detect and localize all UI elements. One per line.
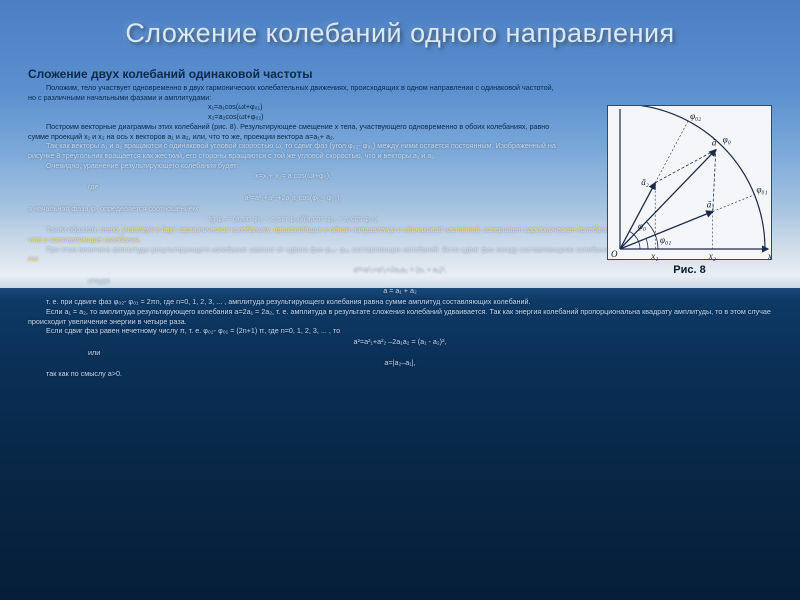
- svg-text:x₂: x₂: [708, 251, 716, 261]
- svg-text:x₁: x₁: [650, 251, 658, 261]
- svg-text:φ₀: φ₀: [638, 221, 646, 231]
- vector-diagram-svg: Oā₁ ā₂ ā φ₀₁ φ₀ φ₀₁ φ₀ φ₀₂ x₁ x₂ x: [608, 106, 773, 261]
- figure-8: Oā₁ ā₂ ā φ₀₁ φ₀ φ₀₁ φ₀ φ₀₂ x₁ x₂ x Рис. 8: [607, 105, 772, 276]
- svg-text:ā₁: ā₁: [707, 200, 715, 210]
- equation-diff: a=|a₂–a₁|,: [28, 358, 772, 368]
- paragraph-5: а начальная фаза φ₀ определяется соотнош…: [28, 204, 558, 214]
- paragraph-11: так как по смыслу a>0.: [28, 369, 772, 379]
- svg-text:ā: ā: [712, 138, 717, 148]
- page-title: Сложение колебаний одного направления: [28, 18, 772, 49]
- equation-x1: x₁=a₁cos(ωt+φ₀₁): [28, 102, 558, 112]
- equation-x2: x₂=a₂cos(ωt+φ₀₂): [28, 112, 558, 122]
- figure-caption: Рис. 8: [607, 264, 772, 276]
- label-from: откуда: [28, 276, 772, 286]
- section-subtitle: Сложение двух колебаний одинаковой часто…: [28, 67, 558, 81]
- equation-tg: tg φ₀ = (a₁sin φ₀₁ + a₂sin φ₀₂)/(a₁cos φ…: [28, 214, 558, 224]
- paragraph-8: т. е. при сдвиге фаз φ₀₂- φ₀₁ = 2πn, где…: [28, 297, 772, 307]
- label-where-1: где: [28, 182, 558, 192]
- paragraph-4: Очевидно, уравнение результирующего коле…: [28, 161, 558, 171]
- p7-lead: При этом величина амплитуды результирующ…: [46, 245, 694, 254]
- paragraph-9: Если a₁ = a₂, то амплитуда результирующе…: [28, 307, 772, 326]
- svg-text:O: O: [611, 249, 618, 259]
- svg-text:φ₀₁: φ₀₁: [660, 235, 671, 245]
- p6-lead: Таким образом,: [46, 225, 100, 234]
- svg-text:φ₀: φ₀: [723, 135, 731, 145]
- equation-sum: a = a₁ + a₂: [28, 286, 772, 296]
- paragraph-intro: Положим, тело участвует одновременно в д…: [28, 83, 558, 102]
- svg-text:φ₀₁: φ₀₁: [756, 185, 767, 195]
- paragraph-2: Построим векторные диаграммы этих колеба…: [28, 122, 558, 141]
- svg-text:x: x: [767, 251, 772, 261]
- paragraph-10: Если сдвиг фаз равен нечетному числу π, …: [28, 326, 772, 336]
- paragraph-3: Так как векторы a₁ и a₂ вращаются с один…: [28, 141, 558, 160]
- equation-result: x=x₁+ x₂= a cos(ωt+φ₀),: [28, 171, 558, 181]
- vector-diagram: Oā₁ ā₂ ā φ₀₁ φ₀ φ₀₁ φ₀ φ₀₂ x₁ x₂ x: [607, 105, 772, 260]
- svg-text:φ₀₂: φ₀₂: [690, 111, 701, 121]
- svg-text:ā₂: ā₂: [641, 177, 649, 187]
- equation-diff-sq: a²=a²₁+a²₂ –2a₁a₂ = (a₁ - a₂)²,: [28, 337, 772, 347]
- equation-amplitude-sq: a²=a²₁+a²₂+2a₁a₂cos(φ₀₂- φ₀₁),: [28, 193, 558, 203]
- label-or: или: [28, 348, 772, 358]
